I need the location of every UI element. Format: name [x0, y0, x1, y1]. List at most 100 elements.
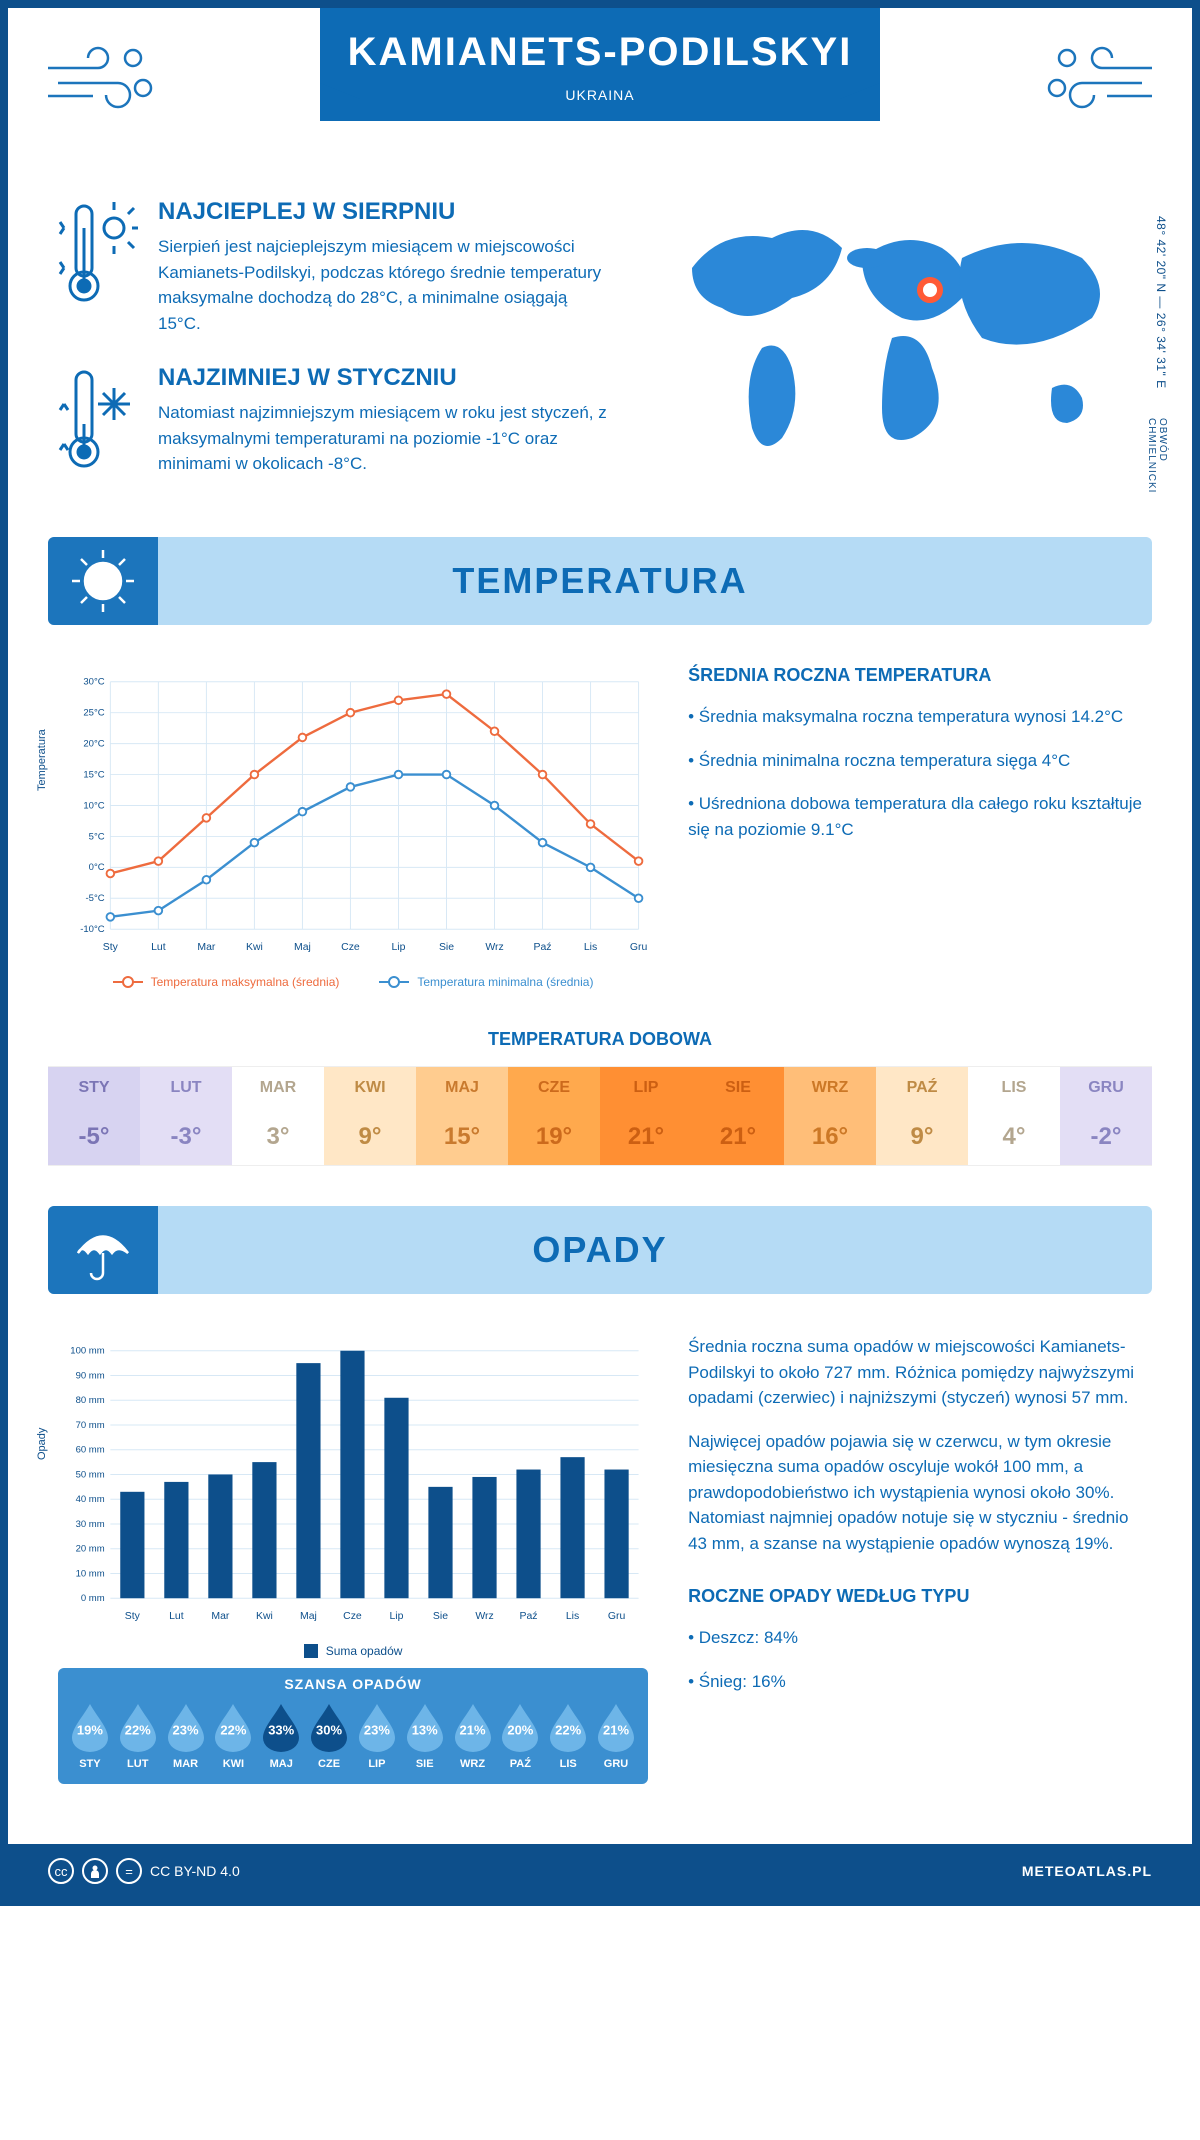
month-col: PAŹ9°	[876, 1067, 968, 1165]
nd-icon: =	[116, 1858, 142, 1884]
chance-drop: 20%PAŹ	[500, 1702, 540, 1770]
svg-text:-10°C: -10°C	[80, 924, 105, 935]
svg-text:Lip: Lip	[391, 942, 405, 953]
month-header: KWI	[324, 1067, 416, 1109]
precip-side-info: Średnia roczna suma opadów w miejscowośc…	[688, 1334, 1142, 1784]
precip-chart: Opady 0 mm10 mm20 mm30 mm40 mm50 mm60 mm…	[58, 1334, 648, 1784]
svg-text:30°C: 30°C	[83, 677, 104, 688]
site-name: METEOATLAS.PL	[1022, 1863, 1152, 1879]
svg-text:10 mm: 10 mm	[76, 1568, 105, 1579]
month-value: -5°	[48, 1109, 140, 1165]
temperature-section-header: TEMPERATURA	[48, 537, 1152, 625]
by-icon	[82, 1858, 108, 1884]
warmest-title: NAJCIEPLEJ W SIERPNIU	[158, 198, 612, 226]
daily-temp-title: TEMPERATURA DOBOWA	[8, 1029, 1192, 1050]
svg-text:Mar: Mar	[211, 1611, 230, 1622]
svg-text:Maj: Maj	[300, 1611, 317, 1622]
svg-text:20 mm: 20 mm	[76, 1544, 105, 1555]
chance-drop: 22%LUT	[118, 1702, 158, 1770]
wind-icon	[1037, 38, 1157, 123]
chance-drop: 22%KWI	[213, 1702, 253, 1770]
month-col: LUT-3°	[140, 1067, 232, 1165]
temp-bullet: • Średnia maksymalna roczna temperatura …	[688, 704, 1142, 730]
svg-text:Cze: Cze	[343, 1611, 362, 1622]
license: cc = CC BY-ND 4.0	[48, 1858, 240, 1884]
header: KAMIANETS-PODILSKYI UKRAINA	[8, 8, 1192, 178]
month-value: 15°	[416, 1109, 508, 1165]
type-bullet: • Śnieg: 16%	[688, 1669, 1142, 1695]
precip-legend: Suma opadów	[58, 1644, 648, 1658]
svg-text:20°C: 20°C	[83, 738, 104, 749]
temp-legend: Temperatura maksymalna (średnia) Tempera…	[58, 975, 648, 989]
precip-y-label: Opady	[36, 1428, 48, 1460]
svg-text:Gru: Gru	[630, 942, 648, 953]
title-banner: KAMIANETS-PODILSKYI UKRAINA	[320, 8, 880, 121]
month-value: 9°	[324, 1109, 416, 1165]
month-col: CZE19°	[508, 1067, 600, 1165]
svg-text:25°C: 25°C	[83, 708, 104, 719]
month-header: LIS	[968, 1067, 1060, 1109]
svg-text:Paź: Paź	[534, 942, 552, 953]
svg-text:Lis: Lis	[584, 942, 597, 953]
month-value: -2°	[1060, 1109, 1152, 1165]
svg-text:Lis: Lis	[566, 1611, 579, 1622]
precip-p2: Najwięcej opadów pojawia się w czerwcu, …	[688, 1429, 1142, 1557]
svg-text:5°C: 5°C	[89, 831, 105, 842]
footer: cc = CC BY-ND 4.0 METEOATLAS.PL	[8, 1844, 1192, 1898]
svg-text:Cze: Cze	[341, 942, 360, 953]
world-map: 48° 42' 20" N — 26° 34' 31" E OBWÓD CHMI…	[642, 198, 1142, 507]
warmest-text: Sierpień jest najcieplejszym miesiącem w…	[158, 234, 612, 336]
coordinates: 48° 42' 20" N — 26° 34' 31" E	[1154, 216, 1168, 389]
chance-drop: 13%SIE	[405, 1702, 445, 1770]
month-value: -3°	[140, 1109, 232, 1165]
sun-icon	[48, 537, 158, 625]
month-col: MAJ15°	[416, 1067, 508, 1165]
month-col: LIP21°	[600, 1067, 692, 1165]
country-subtitle: UKRAINA	[320, 83, 880, 121]
svg-text:Sie: Sie	[433, 1611, 448, 1622]
svg-text:Lut: Lut	[151, 942, 166, 953]
svg-text:90 mm: 90 mm	[76, 1370, 105, 1381]
svg-text:-5°C: -5°C	[86, 893, 105, 904]
svg-text:Maj: Maj	[294, 942, 311, 953]
month-header: GRU	[1060, 1067, 1152, 1109]
warmest-block: NAJCIEPLEJ W SIERPNIU Sierpień jest najc…	[58, 198, 612, 336]
month-header: CZE	[508, 1067, 600, 1109]
month-value: 3°	[232, 1109, 324, 1165]
svg-text:Lip: Lip	[389, 1611, 403, 1622]
chance-drop: 23%LIP	[357, 1702, 397, 1770]
month-value: 21°	[600, 1109, 692, 1165]
svg-text:Wrz: Wrz	[475, 1611, 493, 1622]
svg-text:Mar: Mar	[197, 942, 216, 953]
page-title: KAMIANETS-PODILSKYI	[320, 8, 880, 83]
month-col: MAR3°	[232, 1067, 324, 1165]
month-header: SIE	[692, 1067, 784, 1109]
region-label: OBWÓD CHMIELNICKI	[1146, 418, 1168, 507]
temperature-chart: Temperatura -10°C-5°C0°C5°C10°C15°C20°C2…	[58, 665, 648, 989]
chance-title: SZANSA OPADÓW	[58, 1676, 648, 1692]
chance-drop: 21%WRZ	[453, 1702, 493, 1770]
coldest-block: NAJZIMNIEJ W STYCZNIU Natomiast najzimni…	[58, 364, 612, 479]
month-col: KWI9°	[324, 1067, 416, 1165]
svg-text:100 mm: 100 mm	[70, 1346, 104, 1357]
svg-text:30 mm: 30 mm	[76, 1519, 105, 1530]
svg-text:Sie: Sie	[439, 942, 454, 953]
svg-text:80 mm: 80 mm	[76, 1395, 105, 1406]
month-value: 21°	[692, 1109, 784, 1165]
avg-temp-title: ŚREDNIA ROCZNA TEMPERATURA	[688, 665, 1142, 686]
month-header: PAŹ	[876, 1067, 968, 1109]
chance-drop: 33%MAJ	[261, 1702, 301, 1770]
cc-icon: cc	[48, 1858, 74, 1884]
precip-by-type-title: ROCZNE OPADY WEDŁUG TYPU	[688, 1586, 1142, 1607]
month-header: MAR	[232, 1067, 324, 1109]
svg-text:Sty: Sty	[103, 942, 119, 953]
temp-side-info: ŚREDNIA ROCZNA TEMPERATURA • Średnia mak…	[688, 665, 1142, 989]
type-bullet: • Deszcz: 84%	[688, 1625, 1142, 1651]
intro-section: NAJCIEPLEJ W SIERPNIU Sierpień jest najc…	[8, 178, 1192, 537]
month-header: LIP	[600, 1067, 692, 1109]
month-col: SIE21°	[692, 1067, 784, 1165]
month-col: WRZ16°	[784, 1067, 876, 1165]
svg-text:0 mm: 0 mm	[81, 1593, 105, 1604]
svg-text:Wrz: Wrz	[485, 942, 503, 953]
wind-icon	[43, 38, 163, 123]
